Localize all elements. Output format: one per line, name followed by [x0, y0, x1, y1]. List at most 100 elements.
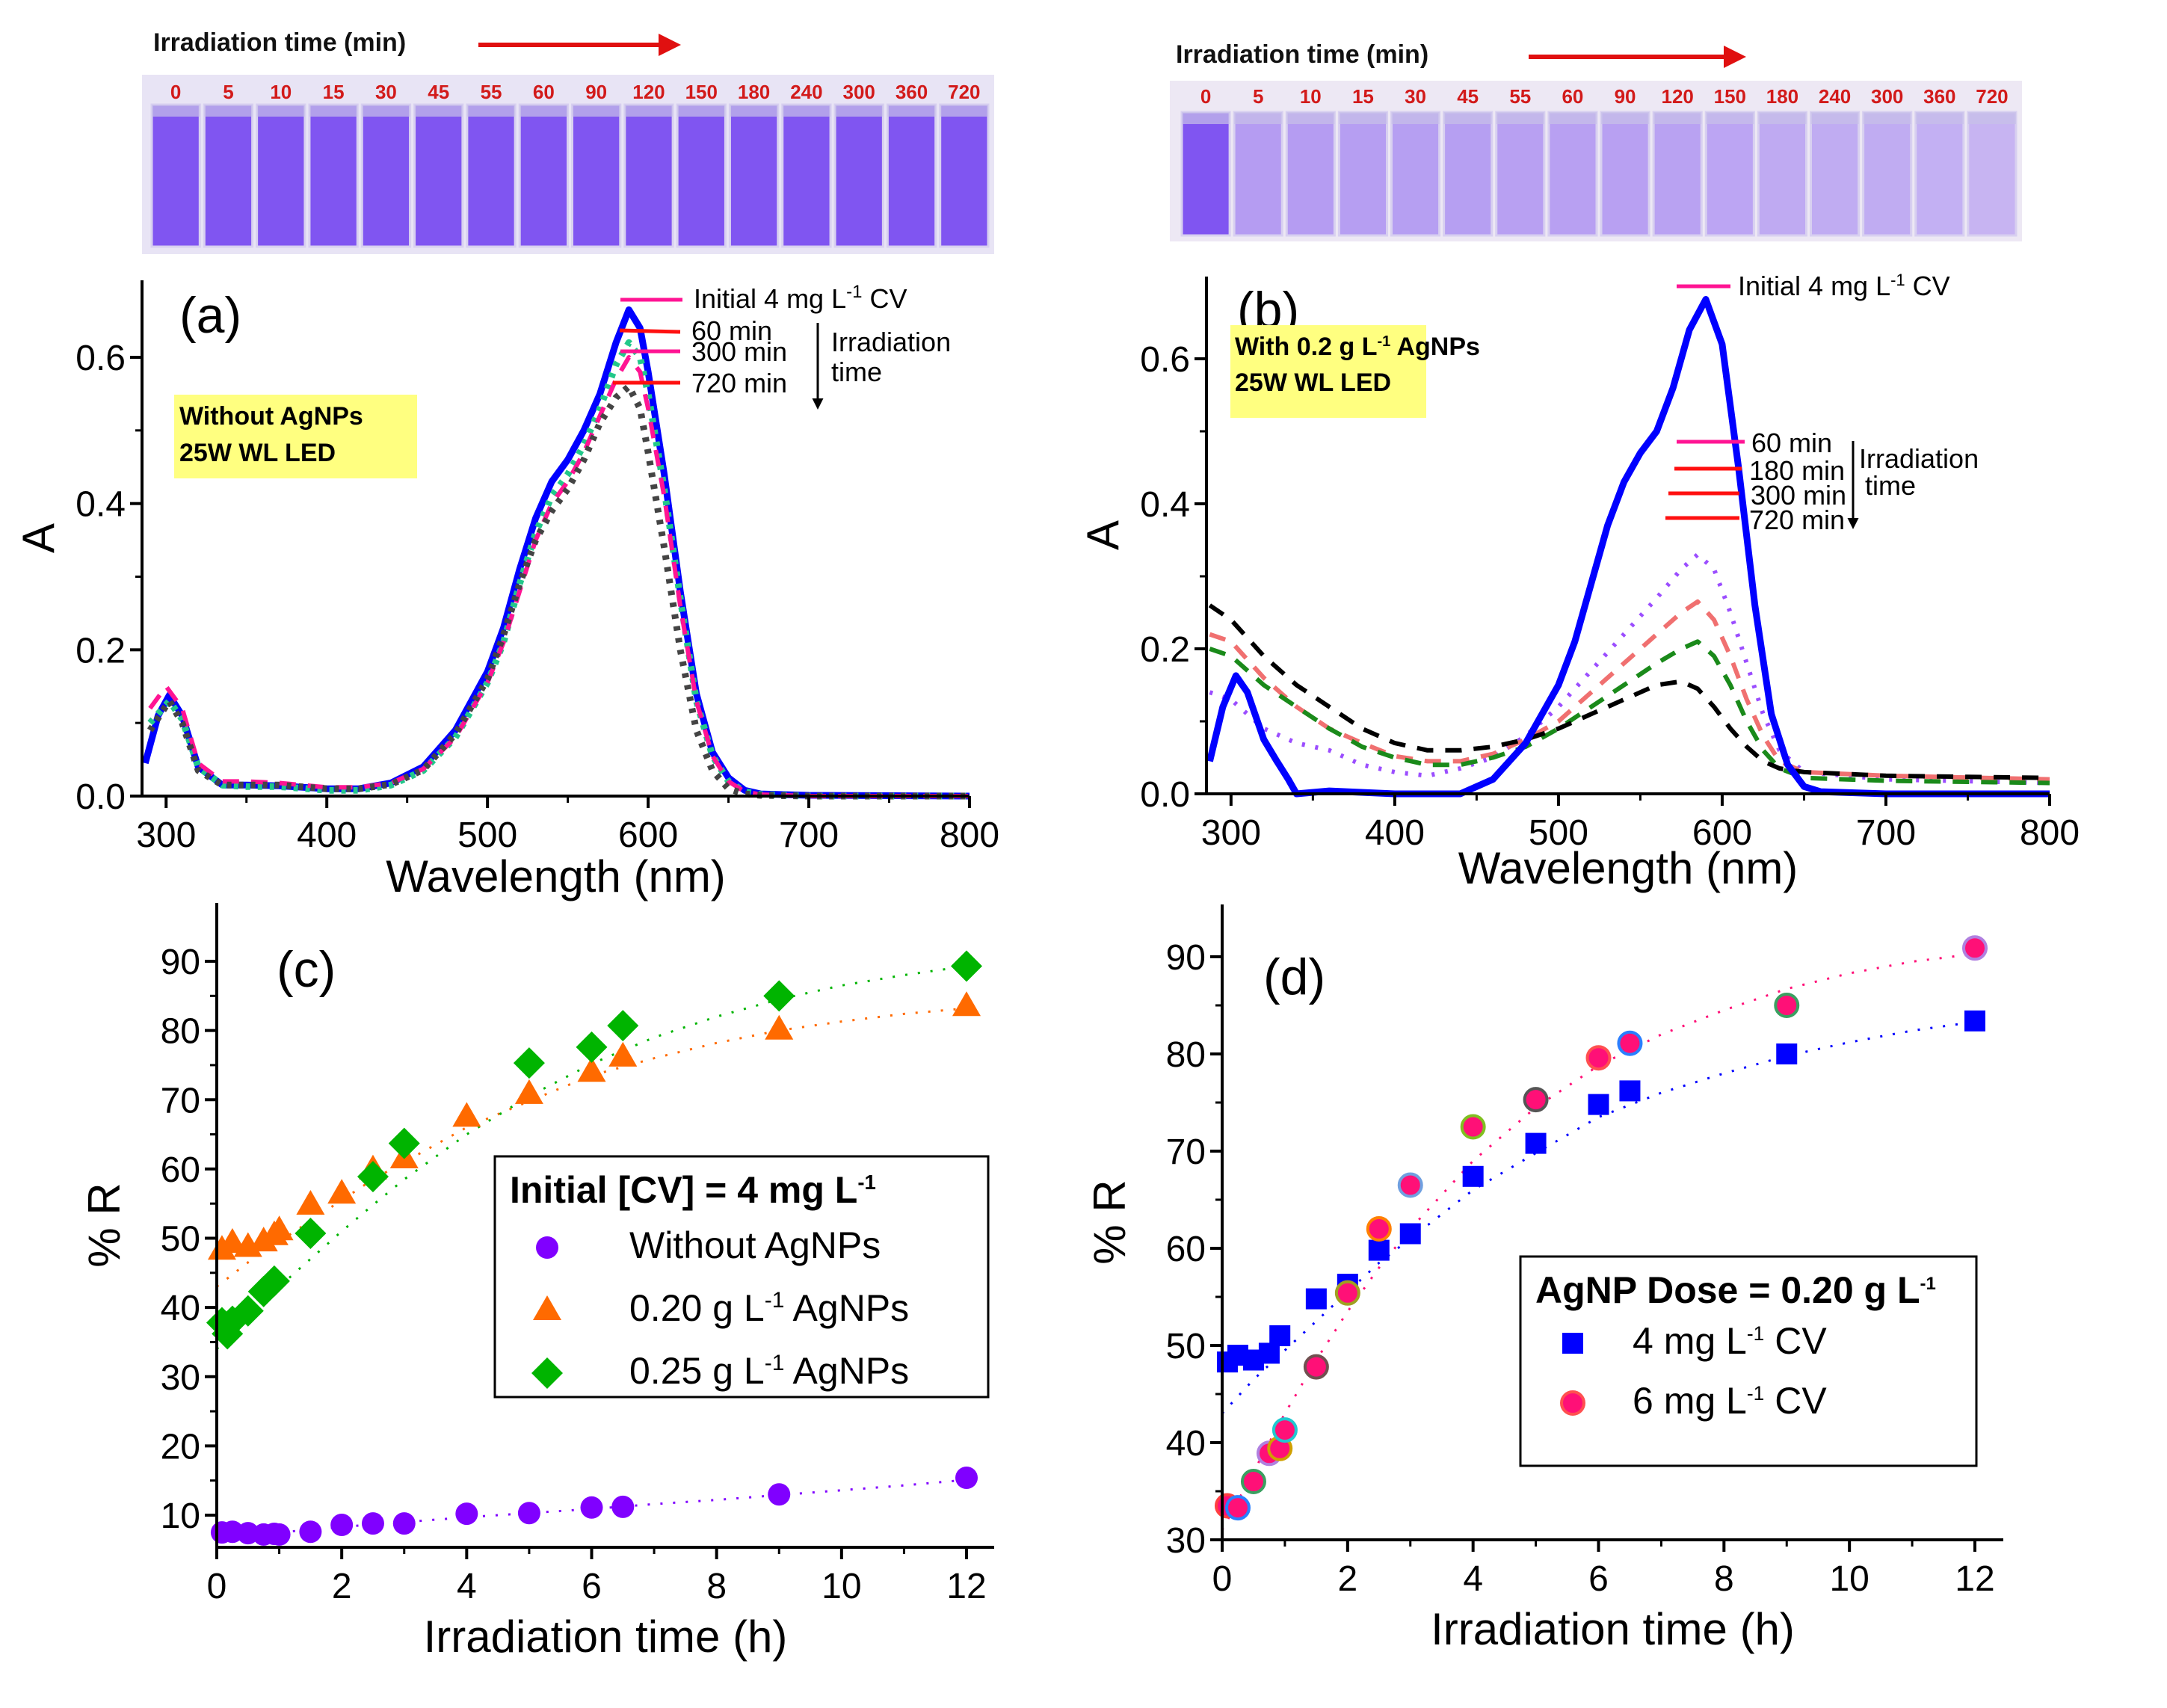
vial-label: 720 — [948, 81, 980, 103]
annotation-720min: 720 min — [1749, 505, 1845, 535]
legend-entry-main: 4 mg L — [1633, 1320, 1747, 1362]
legend-title-main: Initial [CV] = 4 mg L — [510, 1169, 857, 1211]
cuvette-meniscus — [362, 105, 410, 117]
x-tick-label: 8 — [706, 1567, 727, 1606]
cuvette-meniscus — [1548, 112, 1597, 124]
vial-label: 300 — [1871, 85, 1903, 108]
data-point — [268, 1523, 291, 1546]
data-point — [951, 950, 982, 982]
legend-entry: Without AgNPs — [629, 1224, 881, 1266]
annotation-irradiation: Irradiation — [1859, 443, 1979, 474]
data-point — [361, 1512, 384, 1535]
cuvette-body — [150, 103, 201, 248]
vial-label: 45 — [1457, 85, 1479, 108]
cuvette: 30 — [1390, 85, 1441, 237]
vial-label: 60 — [533, 81, 555, 103]
data-point — [1269, 1325, 1291, 1346]
cuvette-body — [466, 103, 517, 248]
vial-label: 180 — [1766, 85, 1798, 108]
vial-label: 240 — [790, 81, 822, 103]
chart-panel-c: (c) 0 2 4 6 8 10 12 10 20 30 40 50 60 70 80 90 Irradiati… — [79, 903, 994, 1662]
x-axis-title: Wavelength (nm) — [1458, 843, 1798, 893]
cuvette-meniscus — [677, 105, 726, 117]
vial-label: 0 — [170, 81, 181, 103]
cuvette-meniscus — [624, 105, 673, 117]
data-point — [1523, 1087, 1549, 1113]
series-line-180-min — [1209, 599, 2050, 782]
annotation-time: time — [831, 357, 882, 387]
cuvette: 30 — [360, 81, 412, 248]
cuvette: 0 — [1180, 85, 1231, 237]
cuvette-meniscus — [520, 105, 568, 117]
vial-label: 360 — [1923, 85, 1955, 108]
legend-entry-tail: AgNPs — [784, 1350, 909, 1392]
vial-label: 55 — [1509, 85, 1531, 108]
fit-line — [216, 1007, 967, 1288]
vial-label: 5 — [223, 81, 233, 103]
y-tick-label: 0.4 — [75, 485, 126, 525]
data-point — [576, 1031, 608, 1063]
data-point — [1617, 1030, 1643, 1056]
cuvette-meniscus — [1601, 112, 1650, 124]
cuvette-body — [1495, 111, 1546, 237]
data-point — [392, 1512, 416, 1535]
panel-label: (c) — [277, 941, 336, 998]
x-tick-label: 12 — [946, 1567, 986, 1606]
y-tick-label: 0.2 — [75, 631, 126, 670]
data-point — [513, 1047, 545, 1079]
cuvette-row: 0 5 10 15 30 45 55 60 90 120 150 180 240 300 360 720 — [150, 81, 990, 248]
legend-title-sup: -1 — [857, 1171, 876, 1194]
chart-panel-d: (d) 0 2 4 6 8 10 12 30 40 50 60 70 80 90 Irradiation t… — [1085, 904, 2003, 1654]
data-point — [1258, 1342, 1280, 1364]
cuvette-body — [1233, 111, 1283, 237]
data-point — [955, 1466, 978, 1489]
cuvette-body — [886, 103, 937, 248]
cuvette-meniscus — [309, 105, 358, 117]
cuvette-meniscus — [204, 105, 253, 117]
cuvette-body — [1862, 111, 1913, 237]
data-point — [455, 1502, 478, 1526]
vial-label: 120 — [632, 81, 665, 103]
cuvette-meniscus — [256, 105, 305, 117]
cuvette: 10 — [1285, 85, 1336, 237]
cuvette: 240 — [1810, 85, 1861, 237]
cuvette-body — [1390, 111, 1441, 237]
legend-box — [493, 1155, 990, 1399]
y-tick-label: 60 — [1166, 1230, 1206, 1269]
legend-entry-sup: -1 — [1747, 1322, 1764, 1345]
data-point — [765, 1014, 794, 1040]
cuvette: 300 — [1862, 85, 1913, 237]
x-tick-label: 12 — [1955, 1559, 1994, 1599]
cuvette-meniscus — [466, 105, 516, 117]
annotation-720min: 720 min — [691, 368, 787, 398]
cuvette-meniscus — [1653, 112, 1702, 124]
cuvette-body — [1547, 111, 1598, 237]
cuvette: 15 — [1337, 85, 1388, 237]
y-tick-label: 0.4 — [1140, 485, 1190, 525]
data-point — [1774, 993, 1800, 1018]
data-point — [1462, 1165, 1484, 1187]
legend-entry-main: Without AgNPs — [629, 1224, 881, 1266]
legend-title: AgNP Dose = 0.20 g L-1 — [1535, 1269, 1936, 1311]
data-point — [1460, 1114, 1486, 1140]
cuvette: 180 — [1757, 85, 1807, 237]
legend: AgNP Dose = 0.20 g L-14 mg L-1 CV6 mg L-… — [1519, 1255, 1978, 1467]
x-tick-label: 500 — [1529, 813, 1588, 853]
x-tick-label: 8 — [1714, 1559, 1734, 1599]
legend-entry-main: 6 mg L — [1633, 1380, 1747, 1422]
cuvette: 45 — [413, 81, 464, 248]
data-point — [1305, 1288, 1327, 1310]
cuvette: 360 — [1914, 85, 1965, 237]
cuvette-body — [518, 103, 569, 248]
cuvette-body — [939, 103, 990, 248]
cuvette-body — [1810, 111, 1861, 237]
cuvette: 60 — [1547, 85, 1598, 237]
cuvette-body — [308, 103, 359, 248]
cuvette-body — [1704, 111, 1755, 237]
x-tick-label: 2 — [332, 1567, 352, 1606]
cuvette-body — [360, 103, 412, 248]
vial-label: 300 — [843, 81, 875, 103]
cuvette-meniscus — [887, 105, 936, 117]
cuvette-meniscus — [1391, 112, 1440, 124]
